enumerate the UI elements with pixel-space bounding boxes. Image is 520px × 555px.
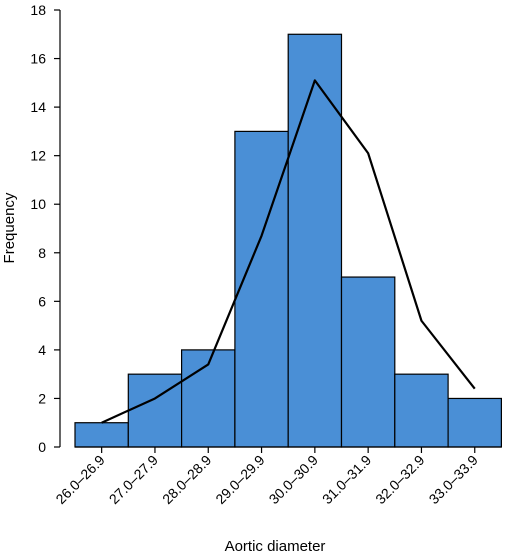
y-tick-label-6: 6 — [38, 293, 46, 309]
x-tick-label-33.0–33.9: 33.0–33.9 — [426, 452, 482, 508]
y-tick-label-14: 14 — [30, 99, 46, 115]
x-tick-label-28.0–28.9: 28.0–28.9 — [159, 452, 215, 508]
y-tick-label-12: 12 — [30, 148, 46, 164]
y-tick-label-10: 10 — [30, 196, 46, 212]
y-tick-label-2: 2 — [38, 390, 46, 406]
bars-group — [74, 33, 503, 448]
bar-33.0–33.9 — [447, 397, 503, 448]
x-tick-label-32.0–32.9: 32.0–32.9 — [372, 452, 428, 508]
bar-32.0–32.9 — [394, 373, 449, 448]
y-tick-label-16: 16 — [30, 51, 46, 67]
x-axis-title: Aortic diameter — [225, 538, 326, 555]
x-tick-label-30.0–30.9: 30.0–30.9 — [266, 452, 322, 508]
curve-group — [101, 79, 476, 424]
x-tick-label-26.0–26.9: 26.0–26.9 — [52, 452, 108, 508]
x-tick-label-27.0–27.9: 27.0–27.9 — [106, 452, 162, 508]
y-tick-label-8: 8 — [38, 245, 46, 261]
bar-30.0–30.9 — [287, 33, 343, 448]
bar-28.0–28.9 — [181, 349, 236, 448]
y-tick-label-18: 18 — [30, 2, 46, 18]
bar-31.0–31.9 — [340, 276, 396, 448]
y-tick-label-4: 4 — [38, 342, 46, 358]
y-axis-title: Frequency — [1, 192, 18, 263]
bar-27.0–27.9 — [127, 373, 183, 448]
overlay-line — [101, 79, 476, 424]
x-tick-label-31.0–31.9: 31.0–31.9 — [319, 452, 375, 508]
y-tick-label-0: 0 — [38, 439, 46, 455]
x-tick-label-29.0–29.9: 29.0–29.9 — [212, 452, 268, 508]
bar-26.0–26.9 — [74, 422, 129, 448]
